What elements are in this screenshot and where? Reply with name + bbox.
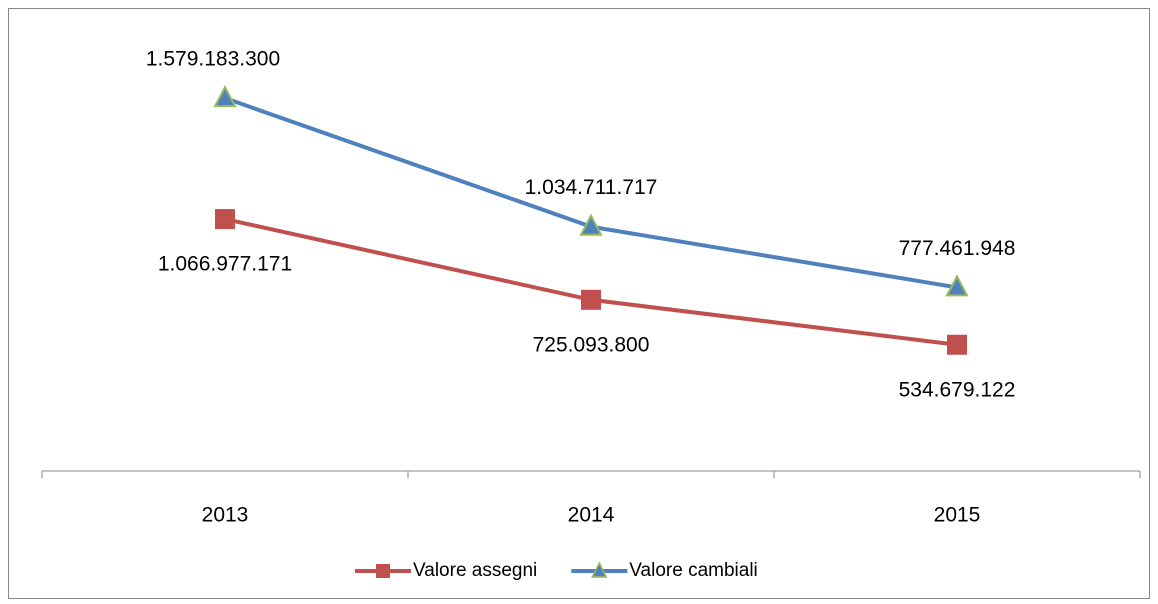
data-label: 534.679.122 [899, 378, 1016, 401]
marker [947, 334, 967, 355]
legend: Valore assegni Valore cambiali [355, 560, 758, 581]
legend-marker [591, 561, 608, 578]
legend-label: Valore assegni [413, 560, 537, 581]
data-label: 1.034.711.717 [525, 176, 658, 199]
x-tick-label: 2015 [934, 504, 981, 527]
x-tick-label: 2013 [202, 504, 249, 527]
data-label: 725.093.800 [533, 333, 650, 356]
data-label: 1.066.977.171 [158, 253, 292, 276]
marker [579, 213, 603, 236]
chart-frame [8, 8, 1150, 599]
marker [581, 289, 601, 310]
x-tick-label: 2014 [568, 504, 615, 527]
marker [215, 209, 235, 230]
legend-label: Valore cambiali [629, 560, 757, 581]
legend-marker [376, 564, 390, 578]
x-axis [41, 470, 1141, 478]
marker [213, 84, 237, 108]
data-label: 777.461.948 [899, 237, 1016, 260]
marker [945, 274, 969, 297]
data-label: 1.579.183.300 [146, 48, 280, 71]
